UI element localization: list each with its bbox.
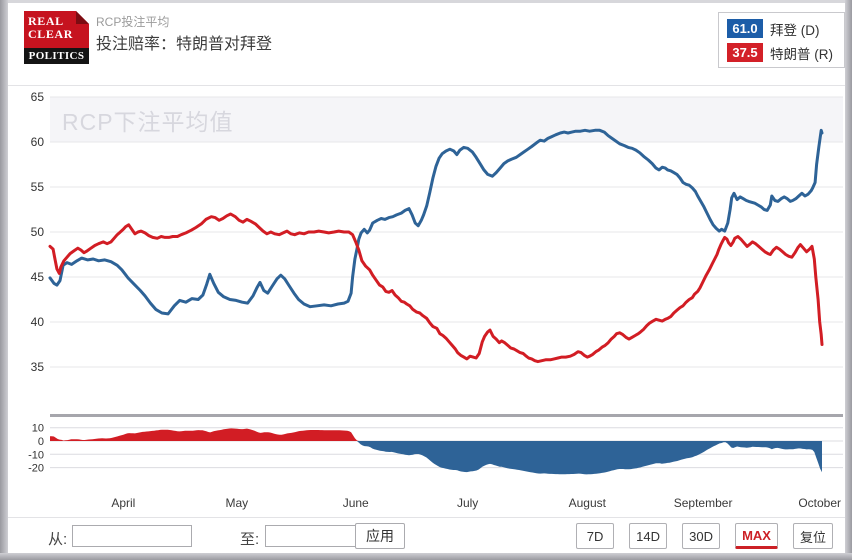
trump-legend-label: 特朗普 (R) — [770, 46, 833, 62]
page-title: 投注赔率：特朗普对拜登 — [96, 36, 273, 53]
x-axis-month-label: June — [343, 496, 369, 510]
logo-line-politics: POLITICS — [24, 48, 89, 64]
legend-item-trump[interactable]: 37.5 特朗普 (R) — [727, 42, 844, 63]
plot-band — [50, 97, 843, 142]
x-axis-month-label: October — [798, 496, 841, 510]
trump-value-badge: 37.5 — [727, 43, 763, 62]
y-axis-label: 40 — [31, 315, 45, 329]
logo-line-clear: CLEAR — [28, 27, 74, 41]
window-frame-right — [845, 0, 852, 560]
from-label: 从: — [48, 531, 68, 548]
chart-plot-area[interactable] — [50, 88, 843, 480]
legend-item-biden[interactable]: 61.0 拜登 (D) — [727, 18, 844, 39]
rcp-logo: REAL CLEAR POLITICS — [24, 11, 89, 64]
from-date-input[interactable] — [72, 525, 192, 547]
y-axis-label: 35 — [31, 360, 45, 374]
range-selector: 7D 14D 30D MAX 复位 — [576, 523, 833, 549]
x-axis-month-label: September — [674, 496, 733, 510]
chart-subtitle: RCP投注平均 — [96, 15, 170, 29]
range-max-button[interactable]: MAX — [735, 523, 778, 549]
range-7d-button[interactable]: 7D — [576, 523, 615, 549]
y-axis-label: 50 — [31, 225, 45, 239]
header: REAL CLEAR POLITICS RCP投注平均 投注赔率：特朗普对拜登 — [8, 3, 845, 86]
panel-separator — [50, 414, 843, 417]
y-axis-label: 55 — [31, 180, 45, 194]
x-axis-month-label: May — [225, 496, 248, 510]
spread-area-negative — [50, 441, 822, 475]
range-30d-button[interactable]: 30D — [682, 523, 721, 549]
biden-value-badge: 61.0 — [727, 19, 763, 38]
y-axis-label: 60 — [31, 135, 45, 149]
diff-y-axis-label: 0 — [38, 436, 44, 448]
biden-line[interactable] — [48, 128, 824, 316]
x-axis-month-label: July — [457, 496, 478, 510]
footer-toolbar: 从: 至: 应用 7D 14D 30D MAX 复位 — [8, 517, 845, 554]
window-frame-top — [0, 0, 852, 3]
diff-y-axis-label: 10 — [32, 423, 44, 435]
spread-area-positive — [50, 428, 822, 441]
logo-fold-corner — [76, 11, 89, 24]
logo-line-real: REAL — [28, 14, 64, 28]
y-axis-label: 65 — [31, 90, 45, 104]
chart-watermark: RCP下注平均值 — [62, 109, 234, 135]
x-axis-month-label: April — [111, 496, 135, 510]
diff-y-axis-label: -20 — [28, 463, 44, 475]
diff-y-axis-label: -10 — [28, 449, 44, 461]
trump-line[interactable] — [48, 212, 824, 364]
range-14d-button[interactable]: 14D — [629, 523, 668, 549]
y-axis-label: 45 — [31, 270, 45, 284]
reset-button[interactable]: 复位 — [792, 523, 833, 549]
biden-legend-label: 拜登 (D) — [770, 22, 820, 38]
x-axis-month-label: August — [569, 496, 607, 510]
window-frame-left — [0, 0, 8, 560]
legend: 61.0 拜登 (D) 37.5 特朗普 (R) — [718, 12, 845, 68]
window-frame-bottom — [0, 553, 852, 560]
apply-button[interactable]: 应用 — [355, 523, 405, 549]
to-label: 至: — [240, 531, 260, 548]
